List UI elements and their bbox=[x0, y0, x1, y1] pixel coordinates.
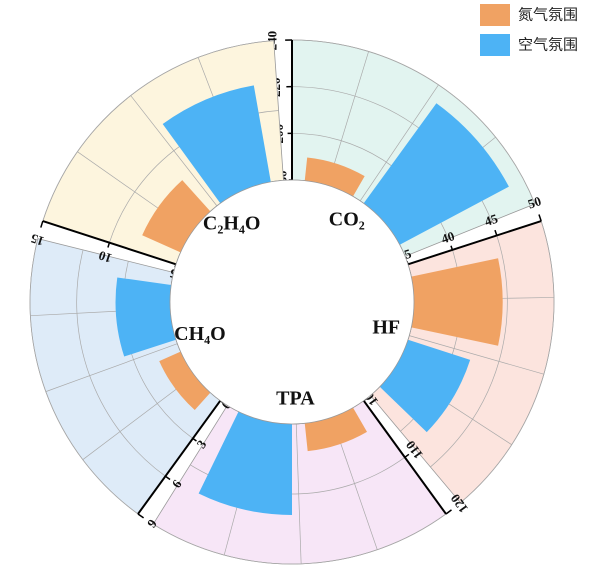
axis-tick bbox=[137, 513, 145, 519]
category-label: C₂H₄O bbox=[203, 212, 261, 234]
axis-tick-label: 10 bbox=[97, 248, 114, 266]
radial-grid-line bbox=[45, 343, 178, 392]
category-label: CH₄O bbox=[174, 323, 226, 345]
axis-tick bbox=[445, 509, 452, 515]
legend-swatch bbox=[480, 34, 510, 56]
axis-tick-label: 50 bbox=[526, 193, 543, 211]
axis-tick-label: 15 bbox=[28, 231, 45, 249]
axis-tick bbox=[40, 220, 44, 228]
bar bbox=[379, 339, 471, 433]
bar bbox=[159, 351, 211, 411]
center-circle bbox=[169, 179, 415, 425]
legend-label: 空气氛围 bbox=[518, 36, 578, 54]
grid-arc bbox=[291, 39, 536, 204]
bar bbox=[304, 157, 365, 197]
bar bbox=[198, 411, 292, 515]
legend-swatch bbox=[480, 4, 510, 26]
grid-arc bbox=[460, 220, 555, 503]
axis-tick-label: 40 bbox=[439, 228, 456, 246]
axis-line bbox=[137, 400, 222, 515]
bar bbox=[115, 277, 176, 357]
grid-arc bbox=[29, 238, 139, 515]
grid-arc bbox=[76, 249, 166, 477]
axis-line bbox=[407, 220, 542, 266]
radial-grid-line bbox=[359, 84, 439, 202]
axis-tick-label: 45 bbox=[483, 211, 500, 229]
bar bbox=[304, 407, 367, 452]
category-label: CO₂ bbox=[329, 208, 365, 230]
bar bbox=[363, 103, 509, 245]
grid-arc bbox=[430, 235, 508, 468]
category-label: TPA bbox=[276, 388, 315, 410]
axis-line bbox=[362, 400, 447, 515]
axis-tick bbox=[538, 214, 542, 222]
category-label: HF bbox=[372, 317, 400, 339]
radial-grid-line bbox=[409, 335, 544, 375]
bar bbox=[411, 258, 503, 346]
axis-line bbox=[42, 220, 177, 266]
bar bbox=[142, 180, 211, 253]
legend-label: 氮气氛围 bbox=[518, 6, 578, 24]
grid-arc bbox=[42, 40, 274, 222]
grid-arc bbox=[152, 513, 447, 565]
bar bbox=[162, 85, 271, 204]
